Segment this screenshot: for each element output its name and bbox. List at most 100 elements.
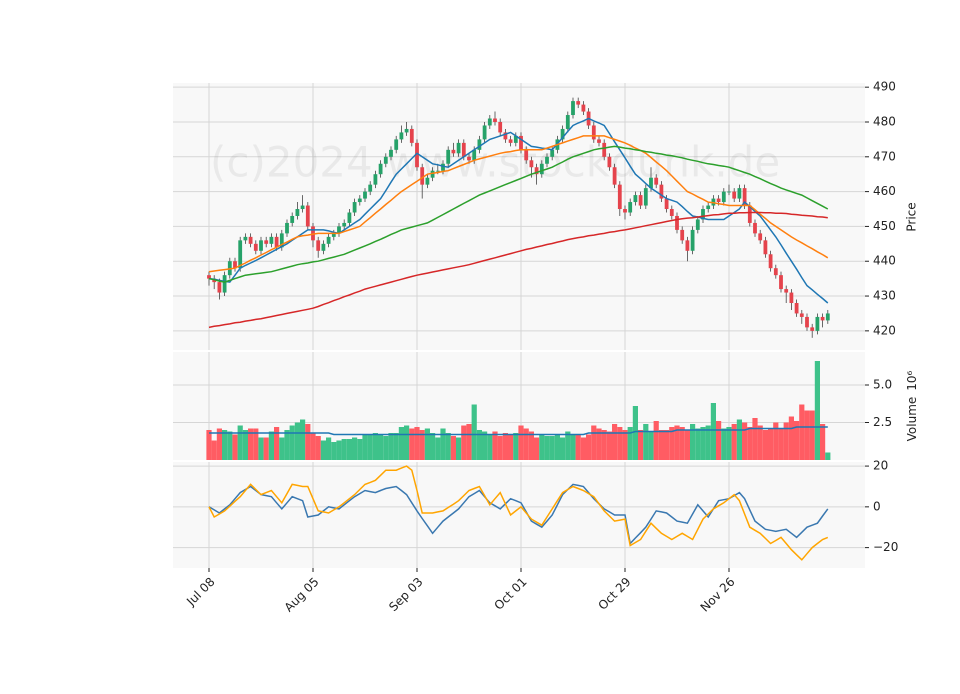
volume-bar xyxy=(502,433,508,460)
volume-bar xyxy=(497,436,503,460)
volume-bar xyxy=(242,430,248,460)
volume-bar xyxy=(570,434,576,460)
volume-bar xyxy=(248,428,254,460)
candle-body xyxy=(628,202,633,213)
volume-bar xyxy=(378,434,384,460)
candle-body xyxy=(591,125,596,140)
volume-bar xyxy=(716,421,722,460)
candle-body xyxy=(649,177,653,189)
volume-bar xyxy=(409,428,415,460)
volume-bar xyxy=(253,428,259,460)
candle-body xyxy=(815,316,820,331)
volume-bar xyxy=(528,431,534,460)
y-tick-label: −20 xyxy=(873,540,898,554)
candle-body xyxy=(326,236,331,244)
y-axis-label: Price xyxy=(905,202,919,231)
candle-body xyxy=(706,205,711,210)
candle-body xyxy=(404,128,409,133)
candle-body xyxy=(654,177,659,185)
volume-bar xyxy=(627,427,633,460)
candle-body xyxy=(425,177,430,185)
candle-body xyxy=(487,118,492,126)
volume-bar xyxy=(773,422,779,460)
candle-body xyxy=(794,303,799,314)
volume-bar xyxy=(606,431,612,460)
volume-bar xyxy=(456,437,462,460)
candle-body xyxy=(727,191,731,193)
y-tick-label: 480 xyxy=(873,114,896,128)
volume-bar xyxy=(586,434,592,460)
volume-bar xyxy=(549,436,555,460)
volume-bar xyxy=(222,430,228,460)
candle-body xyxy=(519,135,523,150)
volume-bar xyxy=(705,425,711,460)
candle-body xyxy=(378,163,383,175)
watermark: (c)2024 www.stockdunk.de xyxy=(210,138,780,187)
candle-body xyxy=(825,313,830,321)
volume-bar xyxy=(300,419,306,460)
y-tick-label: 450 xyxy=(873,219,896,233)
volume-bar xyxy=(372,433,378,460)
volume-bar xyxy=(565,431,571,460)
volume-bar xyxy=(554,434,560,460)
line xyxy=(208,483,829,546)
candle-body xyxy=(799,313,804,317)
line xyxy=(208,117,829,304)
volume-bar xyxy=(315,436,321,460)
candle-body xyxy=(337,226,341,234)
candle-body xyxy=(394,139,399,150)
candle-body xyxy=(269,236,274,244)
candle-body xyxy=(565,115,570,129)
volume-bar xyxy=(575,434,581,460)
volume-bar xyxy=(679,427,685,460)
candle-body xyxy=(295,209,300,216)
candle-body xyxy=(389,149,393,157)
candle-body xyxy=(321,243,326,251)
volume-bar xyxy=(352,437,358,460)
candle-body xyxy=(243,236,248,241)
candle-body xyxy=(742,188,747,206)
volume-bar xyxy=(326,437,332,460)
candle-body xyxy=(279,233,284,248)
candle-body xyxy=(503,132,508,140)
volume-bar xyxy=(258,437,264,460)
candle-body xyxy=(789,292,794,304)
volume-bar xyxy=(320,440,326,460)
line xyxy=(208,135,829,273)
volume-bar xyxy=(461,425,467,460)
candle-body xyxy=(612,167,617,185)
candle-body xyxy=(222,275,227,293)
volume-bar xyxy=(466,424,472,460)
candle-body xyxy=(805,316,809,328)
candle-body xyxy=(550,149,555,157)
volume-bar xyxy=(362,434,368,460)
candle-body xyxy=(758,233,763,241)
candle-body xyxy=(451,149,456,154)
volume-bar xyxy=(383,436,389,460)
volume-bar xyxy=(513,433,519,460)
candle-body xyxy=(664,198,669,210)
x-tick-label: Oct 29 xyxy=(596,575,634,613)
candle-body xyxy=(493,118,497,122)
volume-bar xyxy=(435,437,441,460)
volume-bar xyxy=(211,440,217,460)
candle-body xyxy=(456,142,461,154)
candle-body xyxy=(633,195,638,203)
candle-body xyxy=(779,275,783,290)
volume-bar xyxy=(414,427,420,460)
candle-body xyxy=(675,215,679,230)
y-tick-label: 470 xyxy=(873,149,896,163)
volume-bar xyxy=(440,428,446,460)
candle-body xyxy=(446,149,451,164)
candle-body xyxy=(415,142,419,168)
volume-bar xyxy=(539,434,545,460)
volume-bar xyxy=(721,428,727,460)
line xyxy=(208,145,829,283)
candle-body xyxy=(467,156,471,161)
y-tick-label: 20 xyxy=(873,459,888,473)
line xyxy=(209,426,828,436)
volume-bar xyxy=(778,428,784,460)
volume-bar xyxy=(794,421,800,460)
candle-body xyxy=(300,205,305,210)
volume-bar xyxy=(814,361,820,460)
